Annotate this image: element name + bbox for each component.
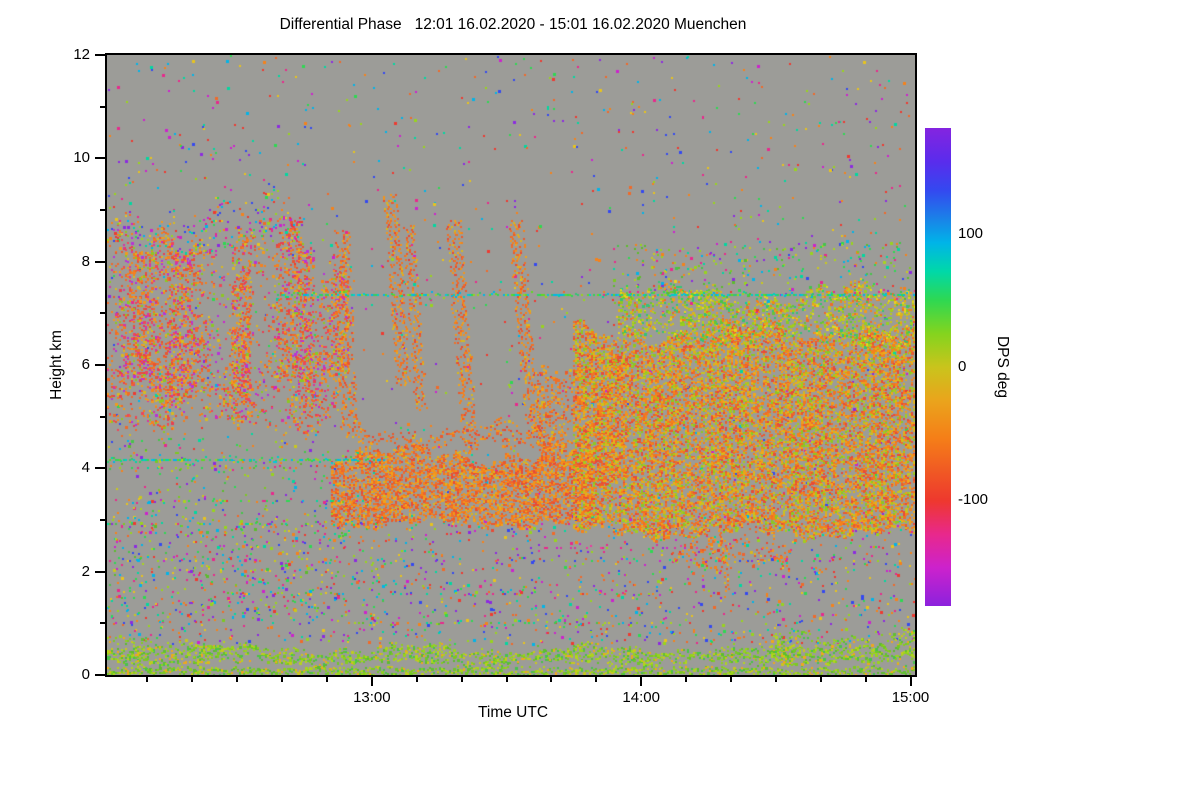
x-axis-minor-tick [325, 677, 328, 682]
x-axis-minor-tick [774, 677, 777, 682]
y-axis-minor-tick [100, 312, 105, 315]
x-axis-minor-tick [550, 677, 553, 682]
y-tick-label: 4 [81, 459, 90, 477]
x-axis-minor-tick [281, 677, 284, 682]
y-tick-label: 2 [81, 562, 90, 580]
y-axis-major-tick [95, 157, 105, 160]
y-axis-minor-tick [100, 622, 105, 625]
y-axis-minor-tick [100, 105, 105, 108]
x-axis-minor-tick [146, 677, 149, 682]
x-axis-minor-tick [595, 677, 598, 682]
y-tick-label: 8 [81, 252, 90, 270]
x-axis-minor-tick [685, 677, 688, 682]
y-axis-major-tick [95, 364, 105, 366]
y-axis-minor-tick [100, 415, 105, 418]
x-axis-minor-tick [191, 677, 194, 682]
x-axis-minor-tick [236, 677, 239, 682]
y-axis-minor-tick [100, 209, 105, 211]
x-tick-label: 13:00 [353, 689, 391, 706]
colorbar-gradient [925, 128, 951, 606]
y-axis-major-tick [95, 467, 105, 470]
x-axis-major-tick [370, 677, 373, 686]
y-axis-major-tick [95, 260, 105, 263]
y-axis-major-tick [95, 570, 105, 573]
x-axis-minor-tick [415, 677, 418, 682]
y-tick-label: 0 [81, 666, 90, 683]
dps-heatmap-canvas [107, 55, 915, 675]
chart-title: Differential Phase 12:01 16.02.2020 - 15… [279, 16, 747, 33]
x-axis-minor-tick [819, 677, 822, 682]
y-axis-major-tick [95, 674, 105, 676]
y-axis-minor-tick [100, 519, 105, 521]
y-axis-major-tick [95, 54, 105, 56]
colorbar-label: DPS deg [994, 335, 1011, 399]
x-axis-major-tick [640, 677, 643, 686]
y-tick-label: 6 [81, 356, 90, 373]
x-axis-minor-tick [505, 677, 508, 682]
x-axis-minor-tick [864, 677, 867, 682]
x-tick-label: 14:00 [622, 689, 660, 706]
x-axis-minor-tick [729, 677, 732, 682]
y-tick-label: 12 [73, 46, 90, 63]
x-axis-major-tick [909, 677, 912, 686]
y-tick-label: 10 [73, 149, 90, 167]
colorbar-tick-label: 100 [958, 225, 984, 243]
x-axis-label: Time UTC [477, 704, 549, 721]
x-tick-label: 15:00 [891, 689, 930, 706]
colorbar-tick-label: -100 [958, 490, 989, 508]
x-axis-minor-tick [460, 677, 463, 682]
colorbar-tick-label: 0 [958, 358, 967, 375]
